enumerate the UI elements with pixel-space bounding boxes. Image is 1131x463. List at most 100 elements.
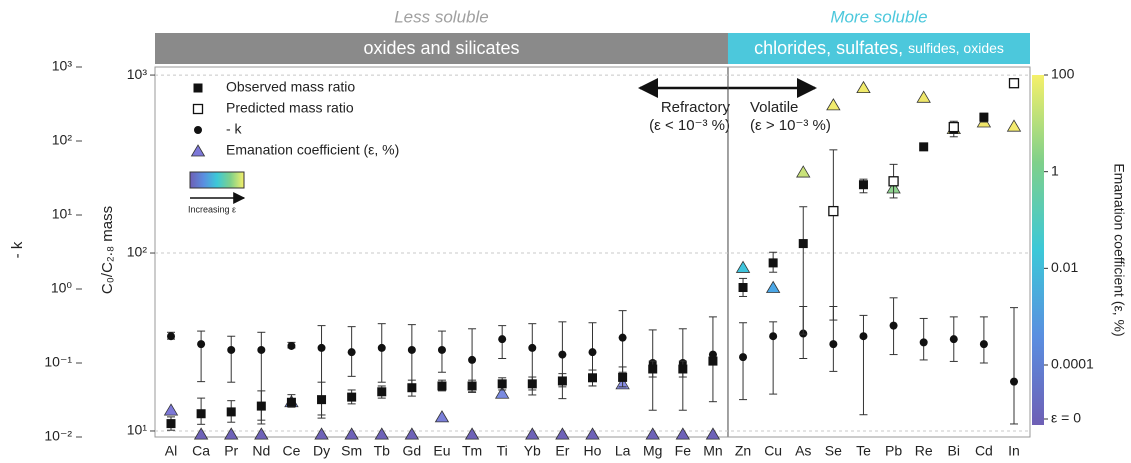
triangle-marker	[1006, 119, 1022, 132]
y-label: C₀/C₂.₈ mass	[99, 206, 116, 294]
x-tick-label: Cu	[764, 443, 782, 459]
error-bar	[1010, 307, 1018, 425]
x-tick-label: La	[615, 443, 631, 459]
square-marker	[648, 364, 658, 374]
triangle-marker	[374, 427, 389, 440]
group-label: oxides and silicates	[363, 38, 519, 58]
triangle-marker	[826, 98, 841, 111]
square-marker	[979, 112, 989, 122]
circle-marker	[437, 345, 446, 354]
legend-label: Observed mass ratio	[226, 79, 355, 95]
circle-marker	[618, 333, 627, 342]
square-marker	[618, 372, 628, 382]
open-square-marker	[1008, 78, 1020, 89]
triangle-marker	[705, 427, 721, 440]
group-label: chlorides, sulfates, sulfides, oxides	[754, 38, 1004, 58]
square-marker	[557, 376, 567, 386]
group-name-small: sulfides, oxides	[908, 40, 1004, 56]
x-tick-label: Er	[555, 443, 569, 459]
open-square-marker	[192, 103, 204, 115]
colorbar-tick-label: 0.01	[1051, 259, 1078, 275]
group-band	[155, 33, 728, 64]
group-name: chlorides, sulfates,	[754, 38, 903, 58]
triangle-marker	[193, 427, 209, 440]
triangle-marker	[344, 427, 359, 440]
y2-tick-label: 10²	[52, 132, 73, 148]
y-tick-label: 10¹	[127, 422, 148, 438]
y2-tick-label: 10¹	[52, 206, 73, 222]
x-tick-label: Gd	[403, 443, 422, 459]
square-marker	[286, 397, 296, 407]
square-marker	[798, 239, 808, 249]
x-tick-label: Te	[856, 443, 871, 459]
square-marker	[196, 409, 206, 419]
error-bar	[377, 323, 386, 383]
circle-marker	[227, 345, 236, 354]
error-bar	[407, 324, 416, 386]
open-square-marker	[948, 121, 959, 133]
legend-label: Emanation coefficient (ε, %)	[226, 142, 399, 158]
legend-gradient	[189, 171, 245, 189]
x-tick-label: Tb	[374, 443, 391, 459]
square-marker	[738, 283, 748, 293]
x-tick-label: Al	[165, 443, 177, 459]
triangle-marker	[464, 427, 480, 440]
circle-marker	[588, 348, 597, 357]
circle-marker	[287, 341, 296, 350]
square-marker	[347, 392, 357, 402]
x-tick-label: Zn	[735, 443, 751, 459]
square-marker	[193, 83, 203, 93]
triangle-marker	[856, 80, 871, 94]
x-tick-label: Ce	[282, 443, 300, 459]
square-marker	[377, 387, 387, 397]
triangle-marker	[254, 427, 269, 440]
error-bar	[739, 322, 748, 401]
triangle-marker	[434, 410, 450, 423]
square-marker	[317, 395, 327, 405]
colorbar	[1032, 75, 1044, 425]
error-bar	[227, 335, 236, 383]
group-band	[727, 33, 1030, 64]
triangle-marker	[525, 427, 540, 440]
triangle-marker	[163, 403, 179, 416]
x-tick-label: Cd	[975, 443, 993, 459]
x-tick-label: Sm	[341, 443, 362, 459]
annotation: (ε < 10⁻³ %)	[649, 117, 730, 134]
circle-marker	[167, 332, 175, 341]
error-bar	[197, 330, 206, 383]
square-marker	[588, 373, 597, 383]
y2-tick-label: 10⁻²	[44, 428, 72, 444]
square-marker	[527, 379, 537, 389]
error-bar	[829, 149, 838, 321]
x-tick-label: Pb	[885, 443, 902, 459]
x-tick-label: As	[795, 443, 811, 459]
solubility-label: Less soluble	[394, 7, 489, 26]
square-marker	[256, 401, 266, 411]
square-marker	[678, 364, 688, 374]
square-marker	[708, 356, 718, 366]
x-tick-label: Tm	[462, 443, 482, 459]
circle-marker	[979, 340, 988, 349]
triangle-marker	[585, 427, 600, 440]
circle-marker	[829, 340, 838, 349]
triangle-marker	[494, 386, 510, 399]
error-bar	[859, 314, 868, 416]
square-marker	[166, 419, 176, 429]
open-square-marker	[828, 205, 839, 217]
circle-marker	[739, 353, 748, 362]
circle-marker	[468, 355, 477, 364]
x-tick-label: Re	[915, 443, 933, 459]
circle-marker	[1010, 377, 1018, 386]
colorbar-tick-label: ε = 0	[1051, 410, 1081, 426]
solubility-label: More soluble	[830, 7, 927, 26]
x-tick-label: Dy	[313, 443, 330, 459]
y2-tick-label: 10³	[52, 58, 73, 74]
y2-label: - k	[9, 241, 26, 258]
square-marker	[497, 379, 507, 389]
colorbar-label: Emanation coefficient (ε, %)	[1111, 163, 1127, 336]
circle-marker	[257, 345, 266, 354]
x-tick-label: Ti	[497, 443, 508, 459]
square-marker	[768, 258, 778, 268]
circle-marker	[407, 345, 416, 354]
colorbar-tick-label: 0.0001	[1051, 356, 1094, 372]
